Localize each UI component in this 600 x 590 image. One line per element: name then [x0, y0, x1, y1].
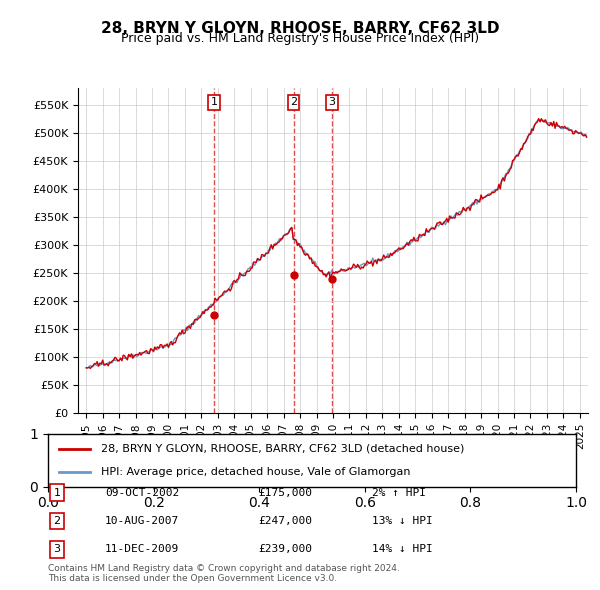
Text: 09-OCT-2002: 09-OCT-2002	[105, 488, 179, 497]
Text: 2: 2	[53, 516, 61, 526]
Text: 1: 1	[53, 488, 61, 497]
Text: 3: 3	[53, 545, 61, 554]
Text: £175,000: £175,000	[258, 488, 312, 497]
Text: HPI: Average price, detached house, Vale of Glamorgan: HPI: Average price, detached house, Vale…	[101, 467, 410, 477]
Text: 2% ↑ HPI: 2% ↑ HPI	[372, 488, 426, 497]
Text: 1: 1	[211, 97, 218, 107]
Text: 11-DEC-2009: 11-DEC-2009	[105, 545, 179, 554]
Text: 14% ↓ HPI: 14% ↓ HPI	[372, 545, 433, 554]
Text: 28, BRYN Y GLOYN, RHOOSE, BARRY, CF62 3LD (detached house): 28, BRYN Y GLOYN, RHOOSE, BARRY, CF62 3L…	[101, 444, 464, 454]
Text: £239,000: £239,000	[258, 545, 312, 554]
Text: 28, BRYN Y GLOYN, RHOOSE, BARRY, CF62 3LD: 28, BRYN Y GLOYN, RHOOSE, BARRY, CF62 3L…	[101, 21, 499, 35]
Text: 2: 2	[290, 97, 297, 107]
Text: £247,000: £247,000	[258, 516, 312, 526]
Text: 13% ↓ HPI: 13% ↓ HPI	[372, 516, 433, 526]
Text: 10-AUG-2007: 10-AUG-2007	[105, 516, 179, 526]
Text: Contains HM Land Registry data © Crown copyright and database right 2024.
This d: Contains HM Land Registry data © Crown c…	[48, 563, 400, 583]
Text: Price paid vs. HM Land Registry's House Price Index (HPI): Price paid vs. HM Land Registry's House …	[121, 32, 479, 45]
Text: 3: 3	[329, 97, 335, 107]
